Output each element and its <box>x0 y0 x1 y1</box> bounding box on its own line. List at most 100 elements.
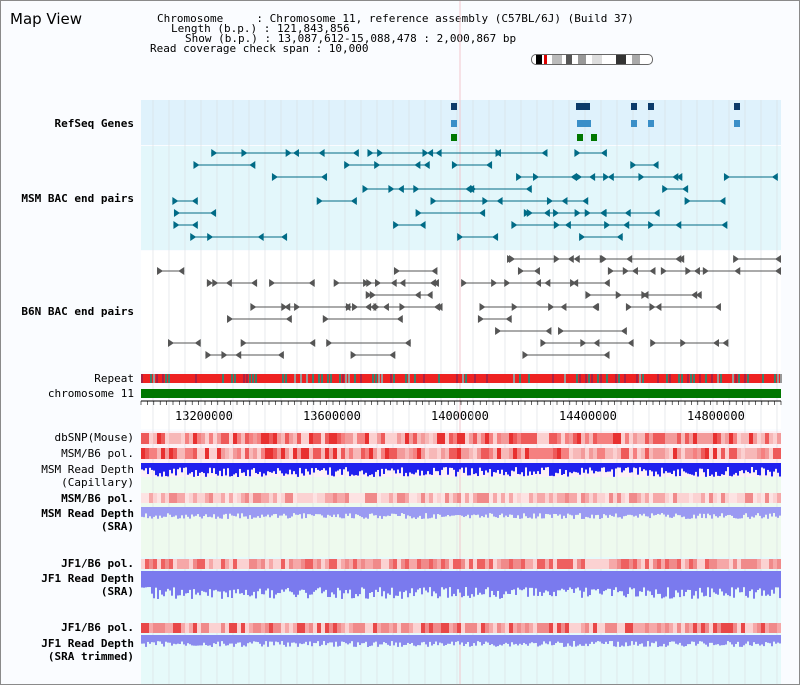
depth-bar <box>597 463 599 472</box>
depth-bar <box>445 463 447 468</box>
label-msm-bac[interactable]: MSM BAC end pairs <box>21 192 134 205</box>
heat-cell <box>381 433 385 444</box>
heat-cell <box>313 448 317 459</box>
depth-bar <box>475 463 477 474</box>
heat-cell <box>165 433 169 444</box>
depth-bar <box>427 507 429 519</box>
heat-cell <box>145 623 149 633</box>
heat-cell <box>773 448 777 459</box>
heat-cell <box>709 623 713 633</box>
depth-bar <box>293 571 295 595</box>
depth-bar <box>503 635 505 645</box>
depth-bar <box>507 507 509 517</box>
depth-bar <box>525 463 527 468</box>
label-msm-read-sra: MSM Read Depth (SRA) <box>41 507 134 533</box>
b6n-bac-marker <box>649 267 656 275</box>
depth-bar <box>305 507 307 519</box>
repeat-segment <box>360 374 362 383</box>
heat-cell <box>293 448 297 459</box>
depth-bar <box>297 635 299 647</box>
depth-bar <box>333 507 335 515</box>
heat-cell <box>501 623 505 633</box>
depth-bar <box>343 635 345 643</box>
depth-bar <box>583 507 585 519</box>
depth-bar <box>547 635 549 645</box>
depth-bar <box>229 571 231 591</box>
repeat-segment <box>150 374 152 383</box>
depth-bar <box>555 463 557 473</box>
depth-bar <box>647 507 649 517</box>
heat-cell <box>365 493 369 503</box>
depth-bar <box>199 507 201 517</box>
depth-bar <box>241 507 243 514</box>
heat-cell <box>285 559 289 569</box>
depth-bar <box>227 635 229 646</box>
depth-bar <box>571 571 573 590</box>
heat-cell <box>485 493 489 503</box>
b6n-bac-marker <box>522 351 529 359</box>
depth-bar <box>617 507 619 518</box>
depth-bar <box>175 507 177 516</box>
heat-cell <box>333 493 337 503</box>
depth-bar <box>459 635 461 645</box>
heat-cell <box>185 559 189 569</box>
depth-bar <box>377 507 379 519</box>
msm-bac-marker <box>630 161 637 169</box>
depth-bar <box>489 463 491 470</box>
depth-bar <box>167 635 169 643</box>
depth-bar <box>747 635 749 642</box>
heat-cell <box>309 433 313 444</box>
heat-cell <box>589 493 593 503</box>
chromosome-ideogram[interactable] <box>531 54 653 65</box>
depth-bar <box>659 635 661 647</box>
heat-cell <box>445 623 449 633</box>
b6n-bac-marker <box>309 339 316 347</box>
depth-bar <box>163 463 165 472</box>
heat-cell <box>593 559 597 569</box>
repeat-segment <box>321 374 323 383</box>
depth-bar <box>341 571 343 599</box>
heat-cell <box>197 448 201 459</box>
depth-bar <box>573 571 575 593</box>
heat-cell <box>361 433 365 444</box>
depth-bar <box>259 635 261 644</box>
heat-cell <box>413 433 417 444</box>
depth-bar <box>301 571 303 590</box>
depth-bar <box>445 571 447 589</box>
heat-cell <box>157 433 161 444</box>
depth-bar <box>515 635 517 644</box>
heat-cell <box>377 433 381 444</box>
depth-bar <box>211 463 213 474</box>
depth-bar <box>187 571 189 594</box>
depth-bar <box>323 571 325 592</box>
depth-bar <box>723 463 725 475</box>
heat-cell <box>429 493 433 503</box>
depth-bar <box>295 571 297 598</box>
depth-bar <box>779 507 781 516</box>
depth-bar <box>173 635 175 644</box>
heat-cell <box>441 448 445 459</box>
gene-mark <box>648 103 654 110</box>
heat-cell <box>425 433 429 444</box>
depth-bar <box>211 571 213 598</box>
depth-bar <box>461 571 463 598</box>
depth-bar <box>497 463 499 471</box>
heat-cell <box>201 433 205 444</box>
heat-cell <box>653 448 657 459</box>
label-refseq-genes[interactable]: RefSeq Genes <box>54 117 134 130</box>
heat-cell <box>453 433 457 444</box>
heat-cell <box>413 559 417 569</box>
heat-cell <box>445 559 449 569</box>
depth-bar <box>633 635 635 645</box>
label-b6n-bac[interactable]: B6N BAC end pairs <box>21 305 134 318</box>
depth-bar <box>383 571 385 592</box>
heat-cell <box>153 559 157 569</box>
heat-cell <box>281 623 285 633</box>
heat-cell <box>333 433 337 444</box>
depth-bar <box>407 507 409 516</box>
heat-cell <box>733 448 737 459</box>
depth-bar <box>215 635 217 645</box>
depth-bar <box>701 635 703 642</box>
heat-cell <box>553 448 557 459</box>
